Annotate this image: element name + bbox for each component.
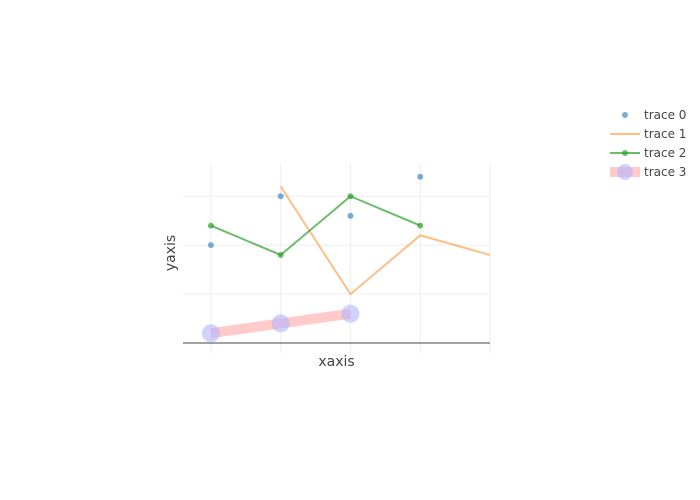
legend-label-0: trace 0 [644, 108, 686, 122]
legend-item-2: trace 2 [610, 146, 686, 160]
trace-1-line [279, 185, 490, 296]
legend-marker-2 [622, 150, 628, 156]
trace-0-point-2 [347, 212, 354, 219]
grid [183, 163, 491, 353]
legend-item-3: trace 3 [610, 164, 686, 180]
y-axis-title: yaxis [163, 235, 179, 271]
legend-item-1: trace 1 [610, 127, 686, 141]
legend-item-0: trace 0 [622, 108, 686, 122]
x-axis-title: xaxis [318, 354, 354, 370]
trace-2-point-2 [347, 193, 354, 200]
trace-2-point-1 [277, 251, 284, 258]
trace-3-point-2 [341, 304, 360, 323]
legend-marker-3 [617, 164, 633, 180]
trace-2-line [210, 195, 421, 257]
legend-label-2: trace 2 [644, 146, 686, 160]
plot-area [201, 173, 490, 343]
legend-label-3: trace 3 [644, 165, 686, 179]
trace-2-point-3 [417, 222, 424, 229]
trace-0-point-0 [207, 242, 214, 249]
trace-2-point-0 [207, 222, 214, 229]
legend-swatch-0 [622, 112, 628, 118]
trace-3-point-0 [201, 324, 220, 343]
trace-0-point-3 [417, 173, 424, 180]
trace-0-point-1 [277, 193, 284, 200]
legend: trace 0 trace 1 trace 2 trace 3 [610, 108, 686, 180]
trace-3-point-1 [271, 314, 290, 333]
legend-label-1: trace 1 [644, 127, 686, 141]
